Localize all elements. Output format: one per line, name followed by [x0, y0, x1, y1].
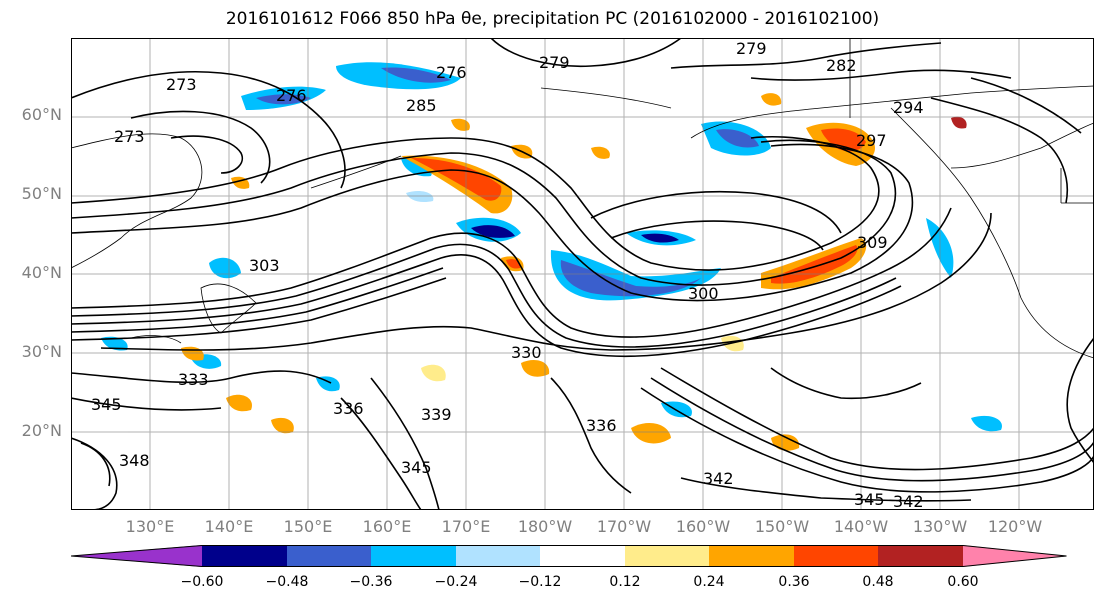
contour-label: 333: [178, 370, 209, 389]
contour-label: 300: [688, 284, 719, 303]
contour-label: 339: [421, 405, 452, 424]
lon-label-150w: 150°W: [754, 517, 810, 536]
contour-label: 276: [436, 63, 467, 82]
contour-label: 303: [249, 256, 280, 275]
lon-label-160e: 160°E: [362, 517, 412, 536]
colorbar-segments: [71, 545, 1067, 567]
lon-label-120w: 120°W: [987, 517, 1043, 536]
colorbar-tick: 0.60: [947, 574, 979, 590]
colorbar-seg: [540, 545, 625, 567]
lat-label-30n: 30°N: [21, 342, 62, 361]
colorbar-tick: −0.60: [180, 574, 224, 590]
lon-label-160w: 160°W: [675, 517, 731, 536]
contour-label: 297: [856, 131, 887, 150]
contour-label: 294: [893, 98, 924, 117]
colorbar-seg: [71, 545, 202, 567]
lat-label-60n: 60°N: [21, 105, 62, 124]
colorbar: [71, 545, 1067, 567]
colorbar-seg: [202, 545, 287, 567]
colorbar-seg: [371, 545, 456, 567]
colorbar-seg: [794, 545, 878, 567]
contour-label: 273: [114, 127, 145, 146]
contour-label: 273: [166, 75, 197, 94]
contour-label: 309: [857, 233, 888, 252]
colorbar-seg: [709, 545, 794, 567]
contour-label: 276: [276, 86, 307, 105]
contour-label: 336: [333, 399, 364, 418]
colorbar-seg: [625, 545, 709, 567]
colorbar-tick: 0.12: [609, 574, 641, 590]
contour-label: 342: [893, 492, 924, 510]
contour-label: 348: [119, 451, 150, 470]
contour-label: 330: [511, 343, 542, 362]
contour-label: 279: [539, 53, 570, 72]
colorbar-seg: [287, 545, 371, 567]
contour-label: 345: [91, 395, 122, 414]
colorbar-tick: 0.48: [862, 574, 894, 590]
lat-label-40n: 40°N: [21, 263, 62, 282]
lon-label-130w: 130°W: [912, 517, 968, 536]
contour-label: 345: [854, 490, 885, 509]
contour-labels: 273 276 276 279 279 282 285 273 294 297 …: [91, 39, 924, 510]
map-frame: [71, 38, 1094, 510]
colorbar-seg: [963, 545, 1067, 567]
lon-label-140w: 140°W: [833, 517, 889, 536]
lon-label-170e: 170°E: [441, 517, 491, 536]
colorbar-tick: −0.12: [518, 574, 562, 590]
colorbar-tick: 0.36: [778, 574, 810, 590]
colorbar-seg: [456, 545, 540, 567]
contour-label: 285: [406, 96, 437, 115]
lon-label-180w: 180°W: [517, 517, 573, 536]
map-panel: 273 276 276 279 279 282 285 273 294 297 …: [71, 38, 1094, 510]
colorbar-tick: −0.36: [349, 574, 393, 590]
coastlines: [71, 38, 1094, 359]
colorbar-tick: −0.48: [265, 574, 309, 590]
theta-e-contours: [71, 38, 1094, 510]
lon-label-150e: 150°E: [283, 517, 333, 536]
map-title: 2016101612 F066 850 hPa θe, precipitatio…: [225, 9, 880, 29]
lat-label-20n: 20°N: [21, 421, 62, 440]
contour-label: 336: [586, 416, 617, 435]
lon-label-170w: 170°W: [596, 517, 652, 536]
lon-label-140e: 140°E: [204, 517, 254, 536]
colorbar-seg: [878, 545, 963, 567]
contour-label: 342: [703, 469, 734, 488]
lon-label-130e: 130°E: [125, 517, 175, 536]
contour-label: 282: [826, 56, 857, 75]
colorbar-tick: −0.24: [434, 574, 478, 590]
contour-label: 279: [736, 39, 767, 58]
lat-label-50n: 50°N: [21, 184, 62, 203]
colorbar-tick: 0.24: [693, 574, 725, 590]
contour-label: 345: [401, 458, 432, 477]
precip-shading: [101, 62, 1002, 451]
